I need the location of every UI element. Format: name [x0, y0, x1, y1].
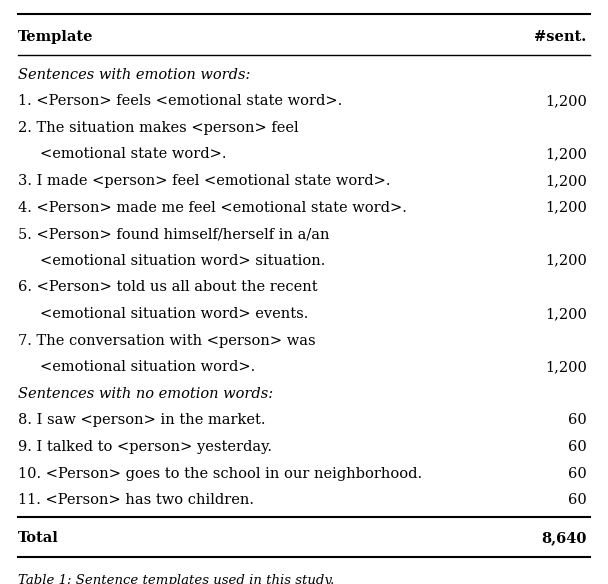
Text: 9. I talked to <person> yesterday.: 9. I talked to <person> yesterday.: [18, 440, 272, 454]
Text: 8. I saw <person> in the market.: 8. I saw <person> in the market.: [18, 413, 266, 427]
Text: 60: 60: [568, 413, 587, 427]
Text: 2. The situation makes <person> feel: 2. The situation makes <person> feel: [18, 121, 299, 135]
Text: #sent.: #sent.: [534, 30, 587, 44]
Text: 1. <Person> feels <emotional state word>.: 1. <Person> feels <emotional state word>…: [18, 94, 342, 108]
Text: 7. The conversation with <person> was: 7. The conversation with <person> was: [18, 333, 316, 347]
Text: 5. <Person> found himself/herself in a/an: 5. <Person> found himself/herself in a/a…: [18, 227, 330, 241]
Text: 60: 60: [568, 440, 587, 454]
Text: 60: 60: [568, 493, 587, 507]
Text: Sentences with emotion words:: Sentences with emotion words:: [18, 68, 250, 82]
Text: <emotional state word>.: <emotional state word>.: [40, 147, 226, 161]
Text: Total: Total: [18, 531, 59, 545]
Text: Sentences with no emotion words:: Sentences with no emotion words:: [18, 387, 274, 401]
Text: 60: 60: [568, 467, 587, 481]
Text: <emotional situation word> events.: <emotional situation word> events.: [40, 307, 308, 321]
Text: <emotional situation word>.: <emotional situation word>.: [40, 360, 255, 374]
Text: 4. <Person> made me feel <emotional state word>.: 4. <Person> made me feel <emotional stat…: [18, 200, 407, 214]
Text: 1,200: 1,200: [545, 200, 587, 214]
Text: 1,200: 1,200: [545, 360, 587, 374]
Text: 1,200: 1,200: [545, 253, 587, 267]
Text: <emotional situation word> situation.: <emotional situation word> situation.: [40, 253, 325, 267]
Text: Table 1: Sentence templates used in this study.: Table 1: Sentence templates used in this…: [18, 574, 334, 584]
Text: 1,200: 1,200: [545, 174, 587, 188]
Text: 11. <Person> has two children.: 11. <Person> has two children.: [18, 493, 254, 507]
Text: 10. <Person> goes to the school in our neighborhood.: 10. <Person> goes to the school in our n…: [18, 467, 423, 481]
Text: Template: Template: [18, 30, 94, 44]
Text: 8,640: 8,640: [541, 531, 587, 545]
Text: 6. <Person> told us all about the recent: 6. <Person> told us all about the recent: [18, 280, 318, 294]
Text: 1,200: 1,200: [545, 147, 587, 161]
Text: 3. I made <person> feel <emotional state word>.: 3. I made <person> feel <emotional state…: [18, 174, 391, 188]
Text: 1,200: 1,200: [545, 307, 587, 321]
Text: 1,200: 1,200: [545, 94, 587, 108]
